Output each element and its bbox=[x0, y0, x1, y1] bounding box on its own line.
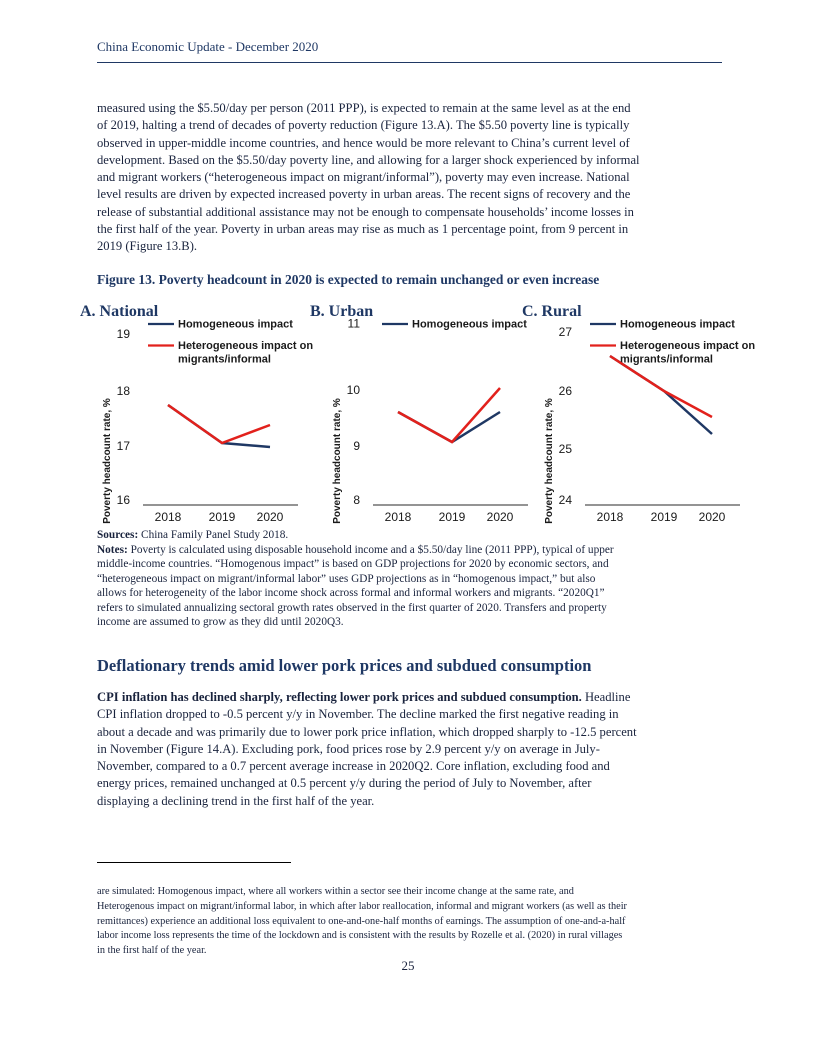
svg-text:16: 16 bbox=[117, 493, 131, 507]
svg-text:2019: 2019 bbox=[209, 510, 236, 524]
svg-text:Heterogeneous impact on: Heterogeneous impact on bbox=[620, 340, 755, 352]
svg-text:Poverty headcount rate, %: Poverty headcount rate, % bbox=[102, 398, 113, 524]
svg-text:19: 19 bbox=[117, 327, 131, 341]
svg-text:26: 26 bbox=[559, 384, 573, 398]
svg-text:18: 18 bbox=[117, 384, 131, 398]
svg-text:Poverty headcount rate, %: Poverty headcount rate, % bbox=[544, 398, 555, 524]
svg-text:A. National: A. National bbox=[80, 303, 159, 320]
svg-text:2020: 2020 bbox=[257, 510, 284, 524]
svg-text:Poverty headcount rate, %: Poverty headcount rate, % bbox=[332, 398, 343, 524]
svg-text:B. Urban: B. Urban bbox=[310, 303, 373, 320]
svg-text:17: 17 bbox=[117, 439, 131, 453]
svg-text:27: 27 bbox=[559, 325, 573, 339]
svg-text:24: 24 bbox=[559, 493, 573, 507]
svg-text:Heterogeneous impact on: Heterogeneous impact on bbox=[178, 340, 313, 352]
svg-text:2020: 2020 bbox=[487, 510, 514, 524]
svg-text:Homogeneous impact: Homogeneous impact bbox=[178, 319, 293, 331]
svg-text:2020: 2020 bbox=[699, 510, 726, 524]
svg-text:25: 25 bbox=[559, 442, 573, 456]
svg-text:migrants/informal: migrants/informal bbox=[620, 354, 713, 366]
svg-text:8: 8 bbox=[353, 493, 360, 507]
svg-text:2019: 2019 bbox=[439, 510, 466, 524]
svg-text:C. Rural: C. Rural bbox=[522, 303, 582, 320]
svg-text:Homogeneous impact: Homogeneous impact bbox=[412, 319, 527, 331]
svg-text:2018: 2018 bbox=[155, 510, 182, 524]
svg-text:2018: 2018 bbox=[597, 510, 624, 524]
svg-text:10: 10 bbox=[347, 383, 361, 397]
svg-text:2018: 2018 bbox=[385, 510, 412, 524]
svg-text:migrants/informal: migrants/informal bbox=[178, 354, 271, 366]
svg-text:9: 9 bbox=[353, 439, 360, 453]
svg-text:11: 11 bbox=[348, 317, 361, 331]
svg-text:Homogeneous impact: Homogeneous impact bbox=[620, 319, 735, 331]
svg-text:2019: 2019 bbox=[651, 510, 678, 524]
